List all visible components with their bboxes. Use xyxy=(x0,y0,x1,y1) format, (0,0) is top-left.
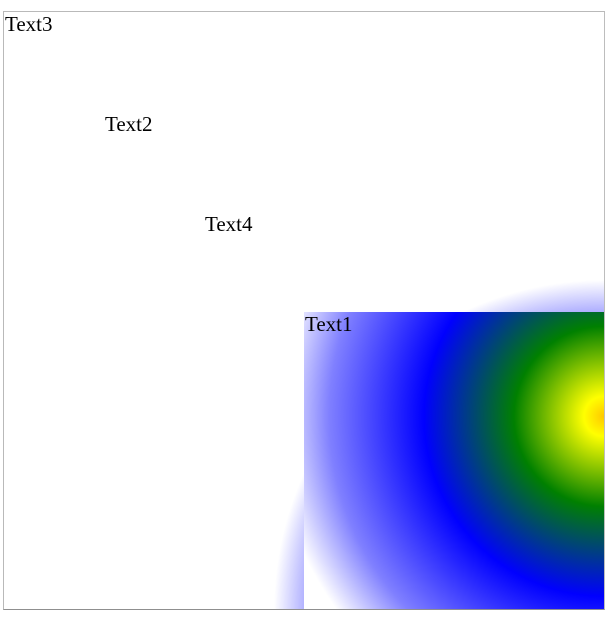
gradient-box-text1: Text1 xyxy=(304,312,604,609)
box-label-text1: Text1 xyxy=(305,312,353,336)
box-label-text4: Text4 xyxy=(205,212,253,236)
box-label-text3: Text3 xyxy=(5,12,53,36)
gradient-canvas-frame: Text3 Text2 Text4 Text1 xyxy=(3,11,605,610)
box-label-text2: Text2 xyxy=(105,112,153,136)
